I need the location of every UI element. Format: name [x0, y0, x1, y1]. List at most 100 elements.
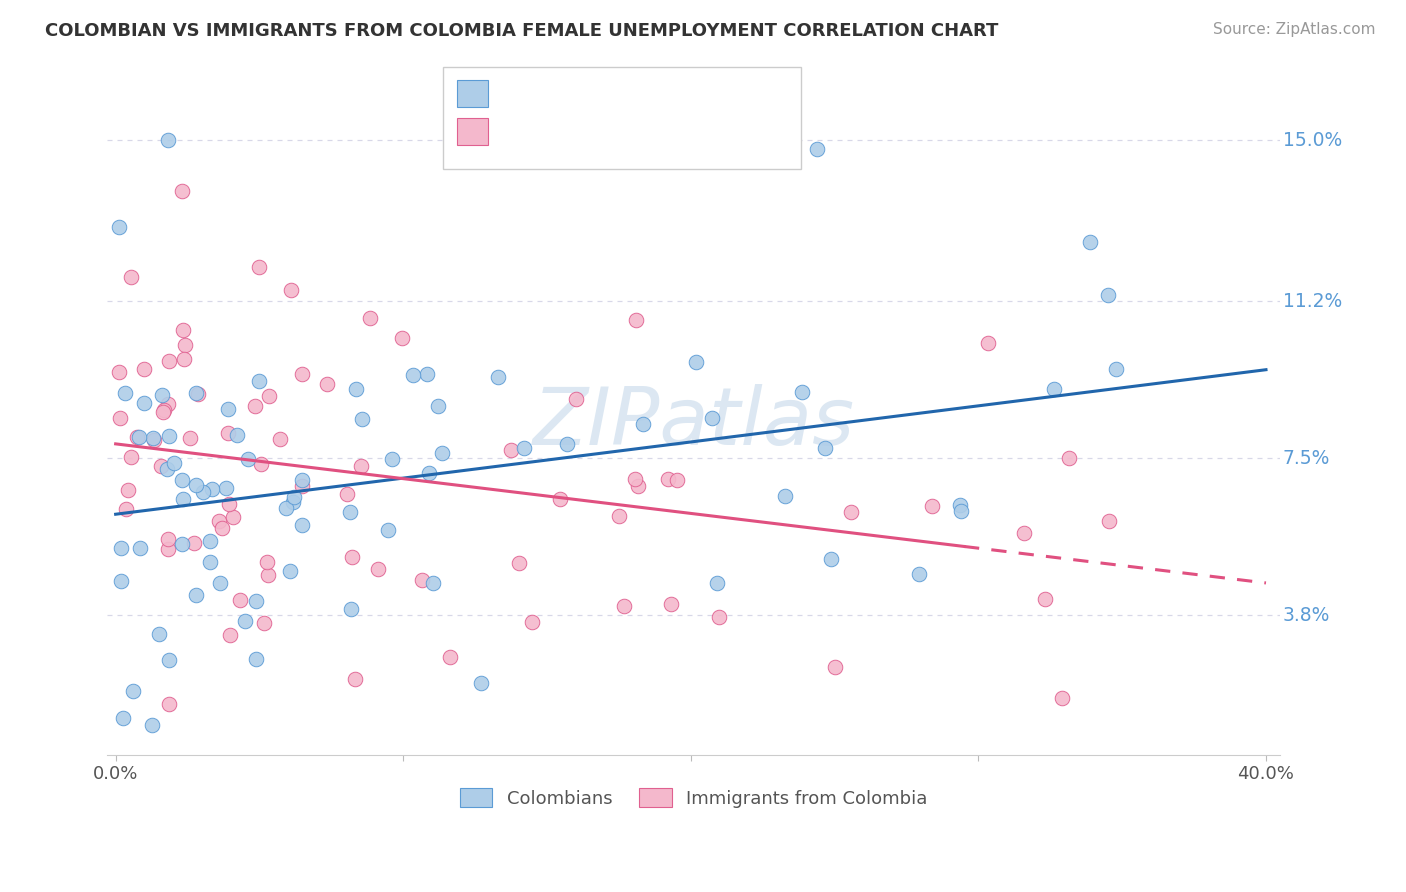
Point [200, 555, 222, 569]
Point [208, 576, 231, 591]
Point [908, 566, 931, 581]
Point [1012, 525, 1035, 540]
Point [790, 384, 813, 399]
Point [107, 219, 129, 234]
Point [108, 365, 131, 379]
Point [315, 377, 337, 392]
Point [245, 651, 267, 665]
Point [184, 478, 207, 492]
Point [607, 509, 630, 524]
Point [291, 367, 314, 381]
Point [233, 614, 256, 628]
Point [156, 532, 179, 546]
Text: 11.2%: 11.2% [1282, 292, 1341, 311]
Point [814, 442, 837, 456]
Point [340, 602, 363, 616]
Point [340, 550, 363, 565]
Point [422, 575, 444, 590]
Text: COLOMBIAN VS IMMIGRANTS FROM COLOMBIA FEMALE UNEMPLOYMENT CORRELATION CHART: COLOMBIAN VS IMMIGRANTS FROM COLOMBIA FE… [45, 22, 998, 40]
Text: Source: ZipAtlas.com: Source: ZipAtlas.com [1212, 22, 1375, 37]
Point [214, 481, 236, 495]
Point [219, 628, 242, 642]
Point [225, 428, 247, 442]
Point [183, 536, 205, 550]
Point [111, 710, 134, 724]
Point [700, 411, 723, 425]
Point [627, 479, 650, 493]
Point [259, 389, 281, 403]
Point [661, 597, 683, 611]
Point [820, 551, 842, 566]
Text: 3.8%: 3.8% [1282, 606, 1330, 624]
Point [522, 615, 544, 629]
Point [427, 399, 450, 413]
Point [291, 478, 314, 492]
Text: 15.0%: 15.0% [1282, 131, 1341, 150]
Point [257, 567, 280, 582]
Point [439, 650, 461, 665]
Point [555, 437, 578, 451]
Point [247, 375, 270, 389]
Point [172, 492, 194, 507]
Point [1097, 288, 1119, 302]
Point [249, 457, 271, 471]
Point [150, 387, 173, 401]
Point [1050, 691, 1073, 706]
Point [142, 433, 165, 447]
Point [184, 386, 207, 401]
Point [418, 467, 440, 481]
Point [291, 473, 314, 487]
Point [281, 495, 304, 509]
Point [508, 556, 530, 570]
Point [921, 500, 943, 514]
Point [253, 615, 276, 630]
Point [548, 492, 571, 507]
Point [110, 541, 132, 555]
Point [170, 473, 193, 487]
Point [1035, 592, 1057, 607]
Point [624, 313, 647, 327]
Point [122, 683, 145, 698]
Point [170, 537, 193, 551]
Point [977, 336, 1000, 351]
Point [217, 426, 239, 441]
Point [402, 368, 425, 382]
Point [1059, 450, 1081, 465]
Point [623, 472, 645, 486]
Point [773, 489, 796, 503]
Text: R =   0.142   N = 75: R = 0.142 N = 75 [496, 84, 702, 103]
Point [114, 386, 136, 401]
Point [339, 504, 361, 518]
Point [201, 482, 224, 496]
Point [120, 450, 142, 464]
Point [278, 565, 301, 579]
Point [229, 593, 252, 607]
Text: R = -0.068   N = 75: R = -0.068 N = 75 [496, 121, 696, 141]
Point [156, 133, 179, 147]
Point [1043, 382, 1066, 396]
Point [156, 397, 179, 411]
Point [350, 458, 373, 473]
Point [416, 368, 439, 382]
Point [707, 610, 730, 624]
Point [269, 432, 291, 446]
Point [824, 660, 846, 674]
Point [245, 594, 267, 608]
Point [256, 555, 278, 569]
Point [280, 283, 302, 297]
Point [243, 399, 266, 413]
Point [367, 562, 389, 576]
Point [283, 490, 305, 504]
Point [352, 411, 374, 425]
Point [148, 627, 170, 641]
Point [236, 452, 259, 467]
Point [172, 323, 194, 337]
Point [512, 441, 534, 455]
Point [157, 354, 180, 368]
Point [344, 672, 367, 686]
Point [666, 473, 689, 487]
Point [217, 402, 239, 417]
Point [114, 502, 136, 516]
Point [117, 483, 139, 497]
Point [470, 676, 492, 690]
